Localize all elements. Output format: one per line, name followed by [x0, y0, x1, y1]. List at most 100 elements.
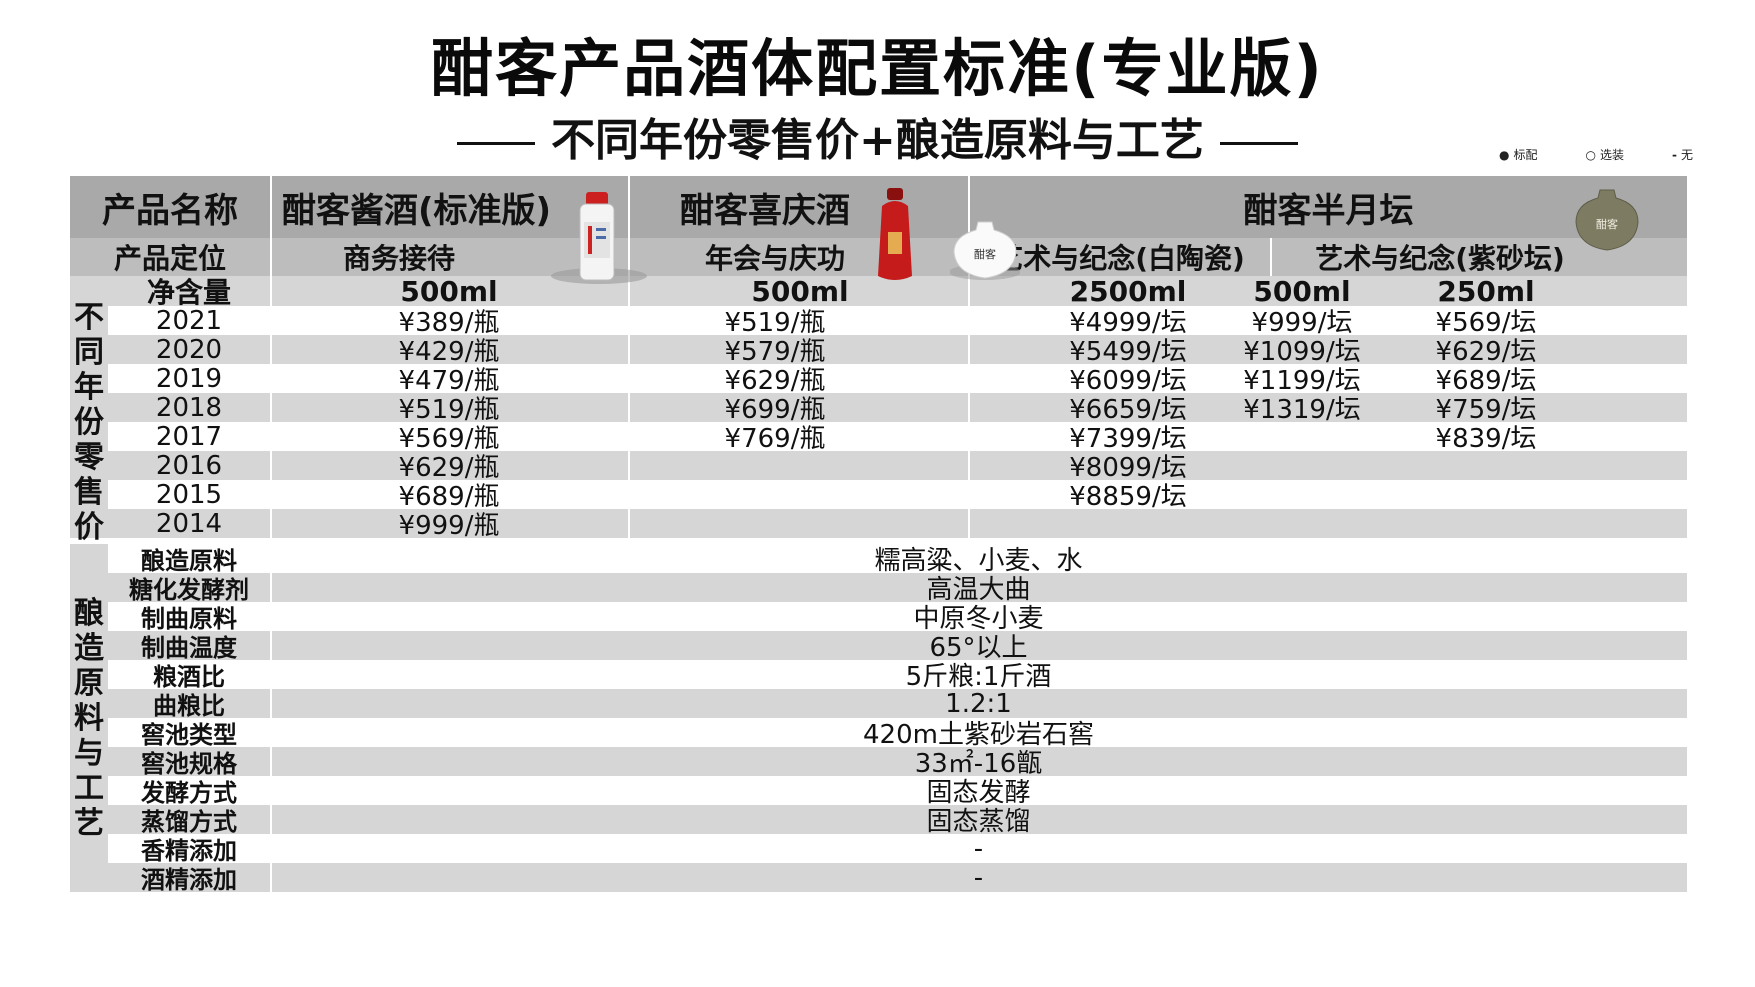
section-label-char: 工: [74, 770, 104, 806]
price-jar-250-cell: ¥569/坛: [1435, 308, 1537, 338]
legend-label: 标配: [1513, 148, 1538, 162]
price-standard-cell: ¥429/瓶: [398, 337, 500, 367]
process-label: 蒸馏方式: [141, 808, 237, 836]
process-value: 1.2:1: [945, 688, 1012, 719]
process-value: 5斤粮:1斤酒: [905, 662, 1052, 692]
hollow-dot-icon: ○: [1585, 148, 1596, 162]
process-section-label: 酿造原料与工艺: [70, 544, 108, 892]
process-label: 发酵方式: [141, 779, 237, 807]
price-jar-500-cell: ¥999/坛: [1251, 308, 1353, 338]
header-product-2-volume: 500ml: [751, 274, 849, 308]
header-product-3-volume-2500: 2500ml: [1069, 274, 1187, 308]
process-value: -: [973, 862, 984, 893]
price-jar-250-cell: ¥759/坛: [1435, 395, 1537, 425]
section-label-char: 原: [74, 665, 104, 701]
process-value: 固态蒸馏: [926, 807, 1031, 837]
section-label-char: 与: [74, 735, 104, 771]
price-festive-cell: ¥629/瓶: [724, 366, 826, 396]
legend-label: 无: [1680, 148, 1693, 162]
price-row: 2015 ¥689/瓶 ¥8859/坛: [70, 480, 1687, 512]
subtitle-left-rule: [457, 141, 536, 145]
page-title: 酣客产品酒体配置标准(专业版): [431, 32, 1324, 105]
process-row: 蒸馏方式 固态蒸馏: [70, 805, 1687, 837]
price-standard-cell: ¥389/瓶: [398, 308, 500, 338]
process-label: 窖池规格: [141, 750, 237, 778]
process-value: 420m土紫砂岩石窖: [863, 720, 1094, 750]
header-row-position: 产品定位 商务接待 年会与庆功 艺术与纪念(白陶瓷) 艺术与纪念(紫砂坛): [70, 238, 1687, 276]
price-jar-2500-cell: ¥6099/坛: [1069, 366, 1187, 396]
price-jar-2500-cell: [1038, 509, 1218, 538]
column-divider: [968, 176, 970, 538]
header-product-3-volume-500: 500ml: [1253, 274, 1351, 308]
process-label: 粮酒比: [153, 663, 225, 691]
header-product-1-position: 商务接待: [342, 242, 455, 275]
subtitle-right-rule: [1219, 141, 1298, 145]
legend: ● 标配 ○ 选装 -无: [1499, 146, 1693, 163]
process-label: 曲粮比: [153, 692, 225, 720]
process-label: 酒精添加: [141, 866, 237, 894]
section-label-char: 价: [74, 509, 104, 545]
price-jar-2500-cell: ¥5499/坛: [1069, 337, 1187, 367]
section-label-char: 造: [74, 630, 104, 666]
header-row-volume: 净含量 500ml 500ml 2500ml 500ml 250ml: [70, 274, 1687, 309]
section-label-char: 零: [74, 439, 104, 475]
section-label-char: 艺: [74, 805, 104, 841]
price-jar-250-cell: [1386, 480, 1586, 509]
section-label-char: 同: [74, 334, 104, 370]
process-value: 高温大曲: [926, 575, 1031, 605]
price-row: 2014 ¥999/瓶: [70, 508, 1687, 541]
price-jar-2500-cell: ¥8859/坛: [1069, 482, 1187, 512]
column-divider: [628, 176, 630, 538]
price-jar-500-cell: ¥1099/坛: [1243, 337, 1361, 367]
section-label-char: 年: [74, 369, 104, 405]
year-cell: 2021: [155, 305, 223, 336]
year-cell: 2014: [155, 508, 223, 539]
jar-mark-text: 酣客: [974, 247, 996, 261]
header-product-1-volume: 500ml: [400, 274, 498, 308]
price-jar-500-cell: ¥1319/坛: [1243, 395, 1361, 425]
process-row: 糖化发酵剂 高温大曲: [70, 573, 1687, 605]
process-label: 酿造原料: [141, 547, 237, 575]
process-row: 窖池类型 420m土紫砂岩石窖: [70, 718, 1687, 750]
price-festive-cell: ¥579/瓶: [724, 337, 826, 367]
year-cell: 2017: [155, 421, 223, 452]
process-value: 33㎡-16甑: [914, 749, 1043, 779]
price-standard-cell: ¥629/瓶: [398, 453, 500, 483]
price-festive-cell: ¥519/瓶: [724, 308, 826, 338]
price-festive-cell: [630, 451, 920, 480]
price-standard-cell: ¥569/瓶: [398, 424, 500, 454]
price-jar-2500-cell: ¥6659/坛: [1069, 395, 1187, 425]
process-value: 中原冬小麦: [913, 604, 1044, 634]
price-row: 2018 ¥519/瓶 ¥699/瓶 ¥6659/坛 ¥1319/坛 ¥759/坛: [70, 392, 1687, 425]
column-divider: [1270, 238, 1272, 276]
price-jar-250-cell: ¥689/坛: [1435, 366, 1537, 396]
legend-item-none: -无: [1672, 146, 1693, 163]
price-jar-250-cell: ¥839/坛: [1435, 424, 1537, 454]
process-row: 制曲原料 中原冬小麦: [70, 602, 1687, 634]
process-row: 香精添加 -: [70, 833, 1687, 865]
process-label: 窖池类型: [141, 721, 237, 749]
page-subtitle: 不同年份零售价+酿造原料与工艺: [0, 104, 1755, 168]
header-product-2-position: 年会与庆功: [704, 242, 845, 275]
year-cell: 2019: [155, 363, 223, 394]
process-label: 制曲原料: [141, 605, 237, 633]
section-label-char: 酿: [74, 595, 104, 631]
price-jar-250-cell: [1386, 509, 1586, 538]
process-row: 发酵方式 固态发酵: [70, 776, 1687, 808]
year-cell: 2018: [155, 392, 223, 423]
header-row-name: 产品名称 酣客酱酒(标准版) 酣客喜庆酒 酣客半月坛: [70, 176, 1687, 238]
process-row: 制曲温度 65°以上: [70, 631, 1687, 663]
process-value: -: [973, 833, 984, 864]
price-row: 2019 ¥479/瓶 ¥629/瓶 ¥6099/坛 ¥1199/坛 ¥689/坛: [70, 363, 1687, 396]
process-label: 香精添加: [141, 837, 237, 865]
price-standard-cell: ¥999/瓶: [398, 511, 500, 541]
price-festive-cell: [630, 480, 920, 509]
festive-bottle-image: [878, 188, 912, 280]
price-festive-cell: [630, 509, 920, 538]
header-volume-label: 净含量: [146, 276, 231, 309]
price-standard-cell: ¥689/瓶: [398, 482, 500, 512]
price-standard-cell: ¥479/瓶: [398, 366, 500, 396]
price-festive-cell: ¥769/瓶: [724, 424, 826, 454]
price-jar-500-cell: [1218, 451, 1386, 480]
year-cell: 2020: [155, 334, 223, 365]
